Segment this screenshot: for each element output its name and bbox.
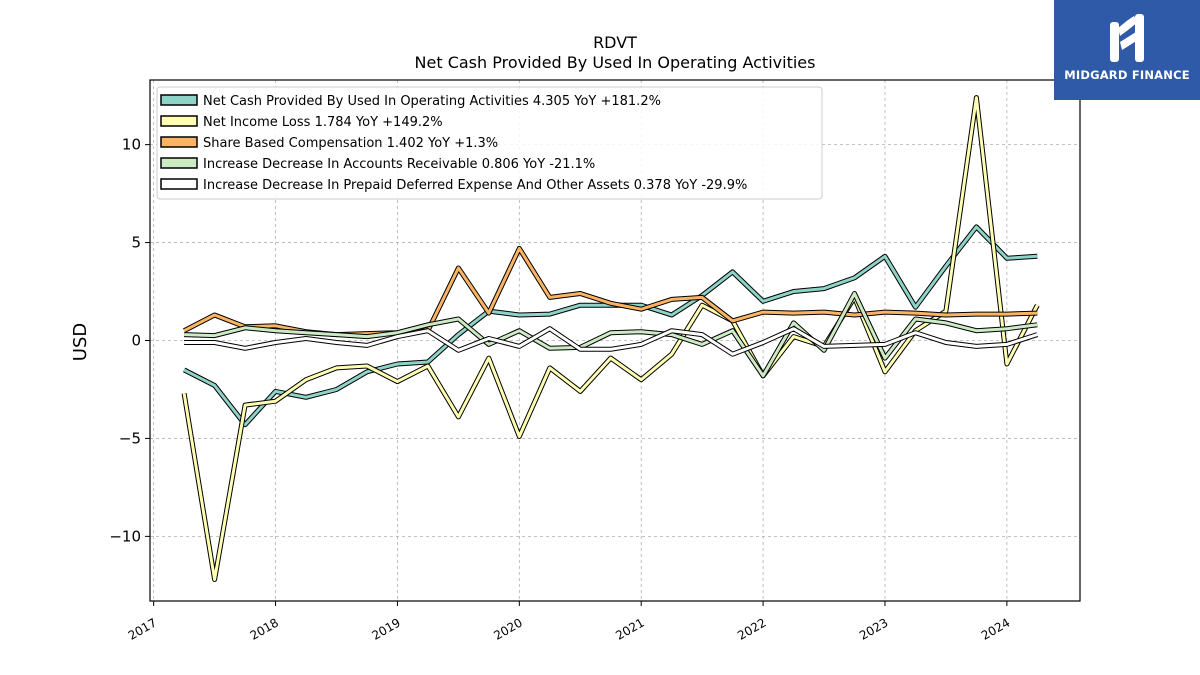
chart-title: RDVT bbox=[593, 33, 637, 52]
legend: Net Cash Provided By Used In Operating A… bbox=[156, 86, 823, 200]
x-tick-label: 2020 bbox=[491, 615, 524, 642]
brand-name: MIDGARD FINANCE bbox=[1064, 68, 1190, 82]
y-tick-label: 10 bbox=[122, 136, 141, 154]
series-layer bbox=[181, 95, 1040, 582]
legend-swatch bbox=[160, 178, 198, 190]
x-tick-label: 2024 bbox=[979, 615, 1012, 642]
x-tick-label: 2022 bbox=[735, 615, 768, 642]
brand-mark-icon bbox=[1110, 14, 1144, 62]
legend-swatch bbox=[160, 136, 198, 148]
y-tick-label: −5 bbox=[119, 429, 141, 447]
x-tick-label: 2023 bbox=[857, 615, 890, 642]
axis-ticks: −10 −5 0 5 10 2017 2018 2019 2020 2021 2022 2023 202… bbox=[109, 136, 1012, 643]
x-tick-label: 2017 bbox=[126, 615, 159, 642]
y-tick-label: −10 bbox=[109, 527, 141, 545]
legend-label: Increase Decrease In Prepaid Deferred Ex… bbox=[203, 178, 747, 193]
legend-swatch bbox=[160, 115, 198, 127]
legend-label: Increase Decrease In Accounts Receivable… bbox=[203, 157, 595, 172]
series-line-increase-decrease-in-prepaid-deferred-expense-and-other-assets bbox=[184, 327, 1038, 356]
brand-logo: MIDGARD FINANCE bbox=[1054, 0, 1200, 100]
series-outline-share-based-compensation bbox=[182, 245, 1038, 338]
x-tick-label: 2019 bbox=[369, 615, 402, 642]
y-tick-label: 0 bbox=[131, 332, 141, 350]
legend-label: Net Cash Provided By Used In Operating A… bbox=[203, 94, 661, 109]
legend-swatch bbox=[160, 157, 198, 169]
legend-swatch bbox=[160, 94, 198, 106]
series-line-share-based-compensation bbox=[183, 246, 1038, 337]
series-line-net-income-loss bbox=[182, 96, 1039, 581]
x-tick-label: 2018 bbox=[248, 615, 281, 642]
x-tick-label: 2021 bbox=[613, 615, 646, 642]
legend-box bbox=[156, 86, 823, 200]
y-tick-label: 5 bbox=[131, 234, 141, 252]
y-axis-label: USD bbox=[70, 323, 91, 361]
legend-label: Share Based Compensation 1.402 YoY +1.3% bbox=[203, 136, 498, 151]
legend-label: Net Income Loss 1.784 YoY +149.2% bbox=[203, 115, 443, 130]
chart-subtitle: Net Cash Provided By Used In Operating A… bbox=[415, 53, 816, 72]
series-line-increase-decrease-in-accounts-receivable bbox=[184, 292, 1038, 378]
